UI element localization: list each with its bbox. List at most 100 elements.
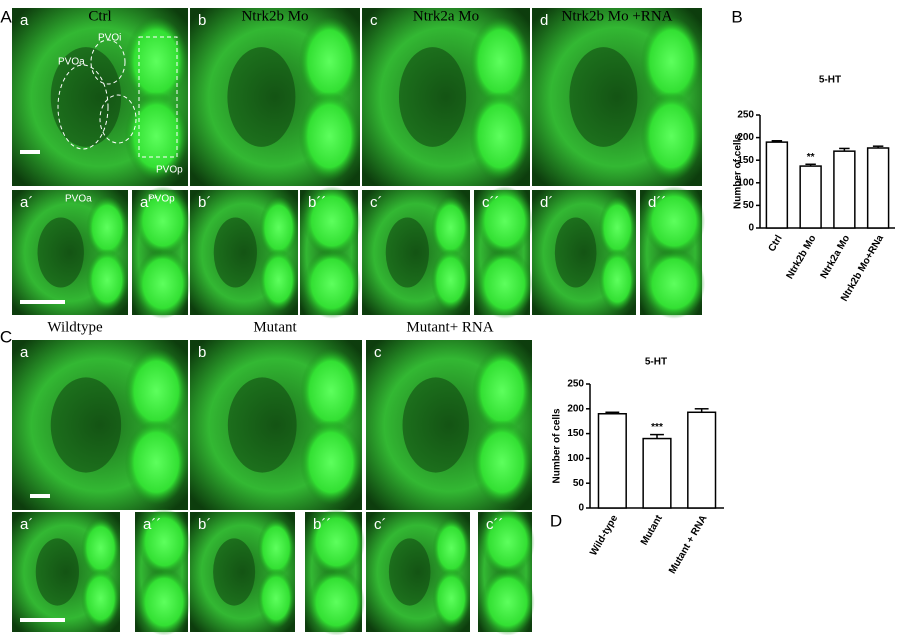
dark-region <box>569 47 638 147</box>
signal-blob <box>472 348 532 434</box>
bar <box>765 141 789 229</box>
signal-blob <box>124 419 188 505</box>
x-tick-label: Ntrk2b Mo <box>785 233 819 281</box>
error-bar <box>771 140 783 143</box>
dark-region <box>398 47 467 147</box>
image-label: b´´ <box>308 194 326 211</box>
signal-blob <box>298 16 360 106</box>
signal-blob <box>476 186 533 257</box>
signal-blob <box>307 568 365 635</box>
signal-blob <box>259 248 298 312</box>
signal-blob <box>124 348 188 434</box>
x-tick-label: Mutant + RNA <box>667 513 709 576</box>
panel-letter: A <box>0 7 12 26</box>
signal-blob <box>643 248 706 319</box>
column-title: Wildtype <box>47 319 103 335</box>
panel-letter: C <box>0 327 12 346</box>
signal-blob <box>137 568 191 635</box>
x-tick-label: Mutant <box>639 513 665 547</box>
column-title: Mutant <box>253 319 297 335</box>
signal-blob <box>302 186 361 257</box>
image-label: b´ <box>198 516 211 533</box>
image-label: a´´ <box>140 194 158 211</box>
signal-blob <box>469 16 530 106</box>
dark-region <box>213 538 256 606</box>
image-label: c´ <box>374 516 387 533</box>
signal-blob <box>302 248 361 319</box>
signal-blob <box>431 196 470 259</box>
image-label: d´´ <box>648 194 666 211</box>
image-label: c <box>374 344 382 361</box>
signal-blob <box>86 196 128 259</box>
signal-blob <box>259 196 298 259</box>
column-title: Mutant+ RNA <box>406 319 493 335</box>
signal-blob <box>307 508 365 576</box>
signal-blob <box>257 568 295 629</box>
dark-region <box>385 217 429 288</box>
image-label: d´ <box>540 194 553 211</box>
column-title: Ntrk2b Mo <box>241 8 308 24</box>
y-axis-label: Number of cells <box>733 134 744 209</box>
signal-blob <box>124 91 188 181</box>
signal-blob <box>643 186 706 257</box>
x-tick-label: Ntrk2a Mo <box>819 233 853 280</box>
region-label: PVOi <box>98 33 121 44</box>
region-label: PVOp <box>148 194 175 205</box>
region-label: PVOa <box>58 57 85 68</box>
region-label: PVOp <box>156 165 183 176</box>
signal-blob <box>432 568 470 629</box>
signal-blob <box>480 508 535 576</box>
y-tick-label: 50 <box>743 200 755 211</box>
error-bar <box>839 147 850 152</box>
outline <box>57 64 109 150</box>
outline <box>138 36 178 158</box>
image-label: a <box>20 344 29 361</box>
y-tick-label: 150 <box>567 428 584 439</box>
region-label: PVOa <box>65 194 92 205</box>
y-tick-label: 100 <box>737 177 754 188</box>
image-label: b´´ <box>313 516 331 533</box>
bar <box>866 147 890 229</box>
bar <box>799 165 822 229</box>
image-label: c´´ <box>486 516 504 533</box>
y-tick-label: 100 <box>567 453 584 464</box>
signal-blob <box>81 568 120 629</box>
image-label: b´ <box>198 194 211 211</box>
scale-bar <box>20 150 40 154</box>
bar <box>687 411 717 509</box>
signal-blob <box>640 16 703 106</box>
image-label: c´ <box>370 194 383 211</box>
signal-blob <box>431 248 470 312</box>
y-tick-label: 50 <box>573 478 585 489</box>
dark-region <box>213 217 257 288</box>
chart-title: 5-HT <box>819 75 841 86</box>
signal-blob <box>257 518 295 578</box>
dark-region <box>35 538 79 606</box>
signal-blob <box>134 186 191 257</box>
dark-region <box>37 217 84 288</box>
scale-bar <box>20 300 65 304</box>
image-label: d <box>540 12 548 29</box>
dark-region <box>554 217 597 288</box>
scale-bar <box>30 494 50 498</box>
significance-label: *** <box>651 422 663 433</box>
image-label: a´´ <box>143 516 161 533</box>
dark-region <box>50 377 122 473</box>
y-tick-label: 150 <box>737 155 754 166</box>
signal-blob <box>432 518 470 578</box>
signal-blob <box>469 91 530 181</box>
image-label: c´´ <box>482 194 500 211</box>
error-bar <box>605 411 620 414</box>
signal-blob <box>300 348 362 434</box>
chart-title: 5-HT <box>645 357 667 368</box>
y-axis-label: Number of cells <box>552 408 563 483</box>
signal-blob <box>134 248 191 319</box>
bar <box>642 437 672 509</box>
error-bar <box>694 408 709 413</box>
bar <box>597 413 627 509</box>
column-title: Ctrl <box>88 8 111 24</box>
signal-blob <box>472 419 532 505</box>
image-label: a´ <box>20 516 33 533</box>
y-tick-label: 200 <box>737 132 754 143</box>
